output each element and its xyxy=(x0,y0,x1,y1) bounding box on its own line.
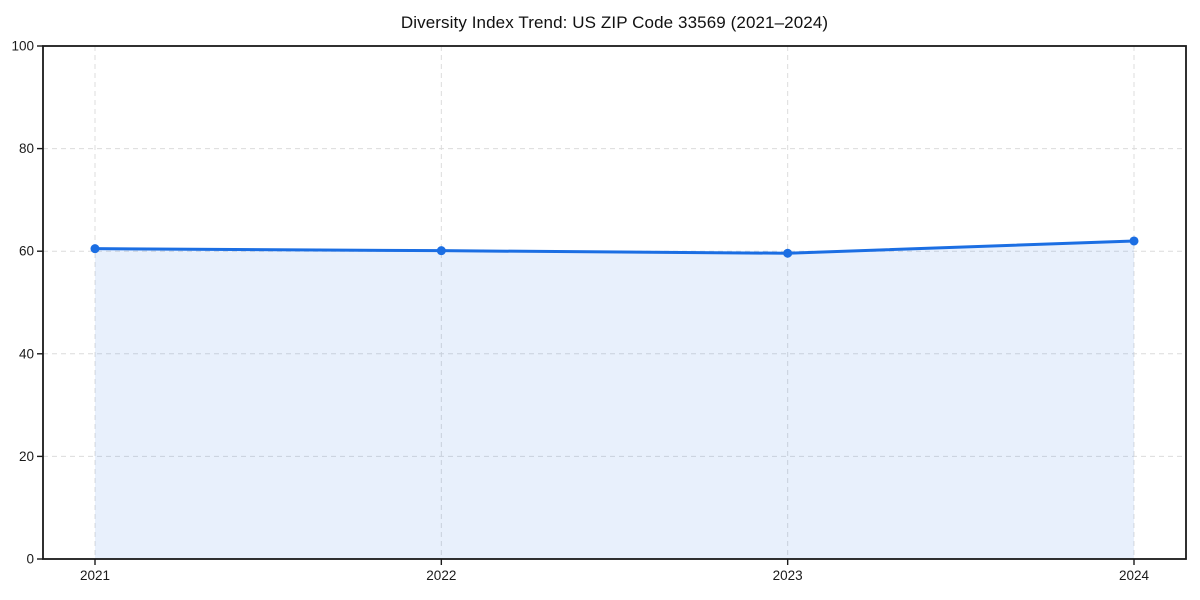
y-tick-label: 60 xyxy=(19,244,34,259)
y-tick-label: 0 xyxy=(26,552,34,567)
chart-title: Diversity Index Trend: US ZIP Code 33569… xyxy=(400,13,829,32)
x-tick-label: 2023 xyxy=(773,568,803,583)
x-tick-label: 2021 xyxy=(80,568,110,583)
trend-line xyxy=(93,239,1136,255)
y-tick-label: 40 xyxy=(19,346,34,361)
data-point xyxy=(783,248,793,258)
y-tick-label: 80 xyxy=(19,141,34,156)
data-point xyxy=(1129,236,1139,246)
plot-frame xyxy=(42,45,1187,560)
y-tick-label: 20 xyxy=(19,449,34,464)
y-tick-label: 100 xyxy=(11,39,34,54)
data-point xyxy=(90,244,100,254)
area-fill xyxy=(95,240,1134,559)
x-tick-label: 2022 xyxy=(426,568,456,583)
x-tick-label: 2024 xyxy=(1119,568,1150,583)
data-point xyxy=(436,246,446,256)
